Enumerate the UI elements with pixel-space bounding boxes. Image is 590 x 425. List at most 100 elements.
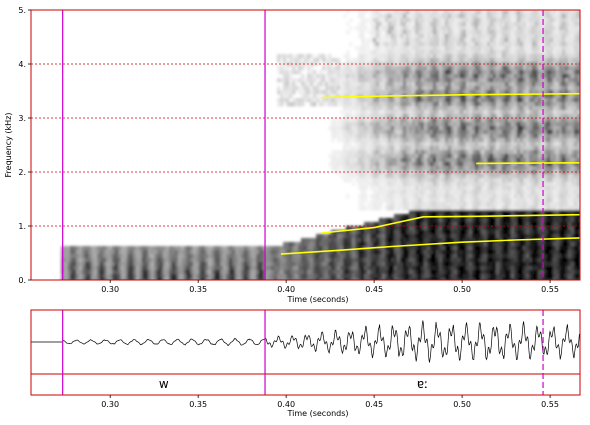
spectrogram-cell	[358, 242, 362, 247]
spectrogram-cell	[304, 90, 308, 95]
spectrogram-cell	[382, 102, 386, 107]
spectrogram-cell	[187, 254, 191, 259]
spectrogram-cell	[430, 22, 434, 27]
spectrogram-cell	[412, 274, 416, 279]
spectrogram-cell	[346, 10, 350, 15]
spectrogram-cell	[145, 266, 149, 271]
spectrogram-cell	[406, 126, 410, 131]
spectrogram-cell	[481, 82, 485, 87]
spectrogram-cell	[424, 78, 428, 83]
spectrogram-cell	[394, 42, 398, 47]
spectrogram-cell	[328, 242, 332, 247]
spectrogram-cell	[373, 50, 377, 55]
spectrogram-cell	[379, 142, 383, 147]
spectrogram-cell	[448, 22, 452, 27]
spectrogram-cell	[514, 182, 518, 187]
spectrogram-cell	[382, 190, 386, 195]
spectrogram-cell	[373, 98, 377, 103]
spectrogram-cell	[511, 254, 515, 259]
spectrogram-cell	[301, 242, 305, 247]
spectrogram-cell	[379, 122, 383, 127]
spectrogram-cell	[241, 246, 245, 251]
spectrogram-cell	[367, 82, 371, 87]
spectrogram-cell	[460, 102, 464, 107]
spectrogram-cell	[343, 110, 347, 115]
spectrogram-cell	[439, 114, 443, 119]
spectrogram-cell	[394, 122, 398, 127]
spectrogram-cell	[361, 130, 365, 135]
spectrogram-cell	[442, 242, 446, 247]
spectrogram-cell	[436, 62, 440, 67]
spectrogram-cell	[343, 106, 347, 111]
spectrogram-cell	[301, 90, 305, 95]
spectrogram-cell	[385, 18, 389, 23]
spectrogram-cell	[442, 18, 446, 23]
spectrogram-cell	[385, 278, 389, 280]
spectrogram-cell	[466, 42, 470, 47]
spectrogram-cell	[427, 146, 431, 151]
spectrogram-cell	[382, 194, 386, 199]
spectrogram-cell	[289, 274, 293, 279]
spectrogram-cell	[403, 98, 407, 103]
spectrogram-cell	[502, 142, 506, 147]
spectrogram-cell	[349, 234, 353, 239]
spectrogram-cell	[370, 150, 374, 155]
spectrogram-cell	[481, 50, 485, 55]
spectrogram-cell	[502, 242, 506, 247]
spectrogram-cell	[451, 234, 455, 239]
spectrogram-cell	[379, 114, 383, 119]
spectrogram-cell	[361, 114, 365, 119]
spectrogram-cell	[448, 106, 452, 111]
spectrogram-cell	[415, 118, 419, 123]
spectrogram-cell	[466, 98, 470, 103]
spectrogram-cell	[331, 130, 335, 135]
spectrogram-cell	[415, 102, 419, 107]
spectrogram-cell	[277, 262, 281, 267]
spectrogram-cell	[268, 274, 272, 279]
spectrogram-cell	[253, 262, 257, 267]
spectrogram-cell	[478, 130, 482, 135]
spectrogram-cell	[505, 134, 509, 139]
spectrogram-cell	[433, 78, 437, 83]
spectrogram-cell	[475, 186, 479, 191]
spectrogram-cell	[439, 226, 443, 231]
spectrogram-cell	[373, 258, 377, 263]
spectrogram-cell	[205, 278, 209, 280]
spectrogram-cell	[313, 90, 317, 95]
spectrogram-cell	[196, 274, 200, 279]
spectrogram-cell	[79, 266, 83, 271]
spectrogram-cell	[517, 154, 521, 159]
spectrogram-cell	[430, 102, 434, 107]
spectrogram-cell	[388, 118, 392, 123]
spectrogram-cell	[328, 86, 332, 91]
spectrogram-cell	[397, 62, 401, 67]
spectrogram-cell	[388, 270, 392, 275]
spectrogram-cell	[316, 90, 320, 95]
spectrogram-cell	[424, 58, 428, 63]
spectrogram-cell	[448, 82, 452, 87]
spectrogram-cell	[121, 258, 125, 263]
spectrogram-cell	[298, 58, 302, 63]
spectrogram-cell	[382, 146, 386, 151]
spectrogram-cell	[382, 254, 386, 259]
spectrogram-cell	[451, 110, 455, 115]
spectrogram-cell	[406, 66, 410, 71]
spectrogram-cell	[493, 202, 497, 207]
spectrogram-cell	[508, 14, 512, 19]
spectrogram-cell	[196, 262, 200, 267]
spectrogram-cell	[103, 274, 107, 279]
spectrogram-cell	[418, 234, 422, 239]
spectrogram-cell	[433, 98, 437, 103]
spectrogram-cell	[397, 50, 401, 55]
spectrogram-cell	[394, 234, 398, 239]
spectrogram-cell	[481, 262, 485, 267]
spectrogram-cell	[415, 82, 419, 87]
spectrogram-cell	[376, 10, 380, 15]
spectrogram-cell	[346, 194, 350, 199]
spectrogram-cell	[496, 74, 500, 79]
spectrogram-cell	[346, 54, 350, 59]
spectrogram-cell	[469, 30, 473, 35]
spectrogram-cell	[247, 270, 251, 275]
spectrogram-cell	[361, 18, 365, 23]
spectrogram-cell	[373, 150, 377, 155]
